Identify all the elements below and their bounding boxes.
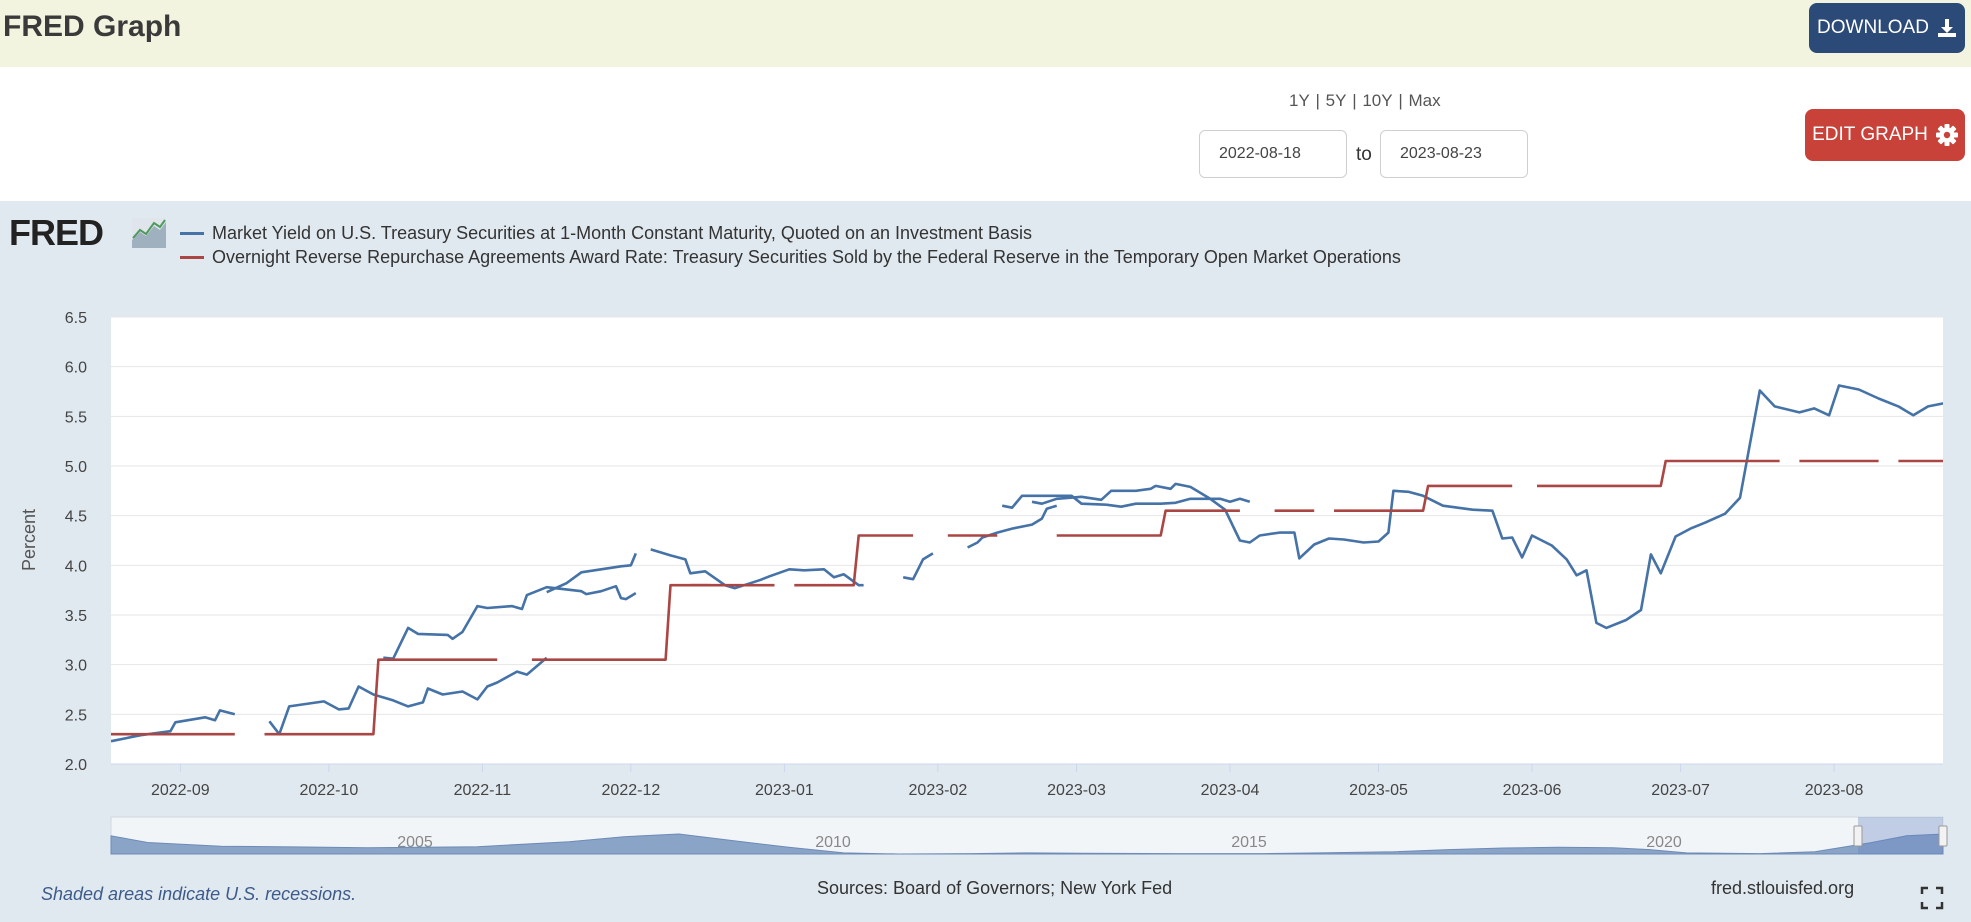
- treasury-series-line: [902, 552, 934, 581]
- y-tick-label: 2.5: [65, 707, 87, 724]
- x-tick-label: 2023-07: [1651, 782, 1710, 799]
- x-tick-label: 2023-04: [1201, 782, 1260, 799]
- navigator-tick-label: 2020: [1646, 834, 1682, 851]
- top-bar: [0, 0, 1971, 67]
- legend-swatch-rrp: [180, 255, 204, 259]
- y-tick-label: 5.0: [65, 459, 87, 476]
- treasury-series-line: [1001, 494, 1251, 510]
- treasury-series-line: [546, 552, 638, 594]
- chart-line-icon: [132, 218, 166, 248]
- y-tick-label: 4.5: [65, 509, 87, 526]
- legend-item-rrp[interactable]: Overnight Reverse Repurchase Agreements …: [180, 245, 1401, 269]
- plot-area: [111, 317, 1943, 764]
- fred-logo[interactable]: FRED: [9, 212, 104, 253]
- y-tick-label: 5.5: [65, 409, 87, 426]
- gear-icon: [1935, 124, 1958, 146]
- sources-text: Sources: Board of Governors; New York Fe…: [817, 878, 1173, 898]
- navigator-tick-label: 2015: [1231, 834, 1267, 851]
- page-title: FRED Graph: [3, 10, 182, 43]
- navigator-area: [110, 833, 1944, 855]
- rrp-series-line: [1334, 484, 1513, 513]
- legend-item-treasury[interactable]: Market Yield on U.S. Treasury Securities…: [180, 221, 1401, 245]
- download-icon: [1937, 19, 1956, 37]
- recession-note: Shaded areas indicate U.S. recessions.: [41, 884, 357, 904]
- navigator-handle: [1938, 825, 1948, 847]
- navigator-handle: [1853, 825, 1863, 847]
- treasury-series-line: [650, 548, 864, 590]
- rrp-series-line: [1537, 459, 1780, 488]
- navigator-tick-label: 2010: [815, 834, 851, 851]
- end-date-input[interactable]: [1380, 130, 1528, 178]
- x-tick-label: 2023-05: [1349, 782, 1408, 799]
- x-tick-label: 2023-01: [755, 782, 814, 799]
- x-tick-label: 2022-12: [602, 782, 661, 799]
- x-tick-label: 2023-08: [1805, 782, 1864, 799]
- legend-label-treasury: Market Yield on U.S. Treasury Securities…: [212, 222, 1033, 243]
- range-5y[interactable]: 5Y: [1325, 91, 1347, 110]
- x-tick-label: 2023-06: [1503, 782, 1562, 799]
- x-tick-label: 2023-02: [909, 782, 968, 799]
- y-tick-label: 6.0: [65, 360, 87, 377]
- y-tick-label: 6.5: [65, 310, 87, 327]
- edit-graph-button[interactable]: EDIT GRAPH: [1805, 109, 1965, 161]
- rrp-series-line: [264, 658, 498, 736]
- rrp-series-line: [1056, 509, 1240, 537]
- x-tick-label: 2022-09: [151, 782, 210, 799]
- navigator-tick-label: 2005: [397, 834, 433, 851]
- range-selector: 1Y | 5Y | 10Y | Max: [1289, 91, 1441, 110]
- legend-swatch-treasury: [180, 231, 204, 235]
- treasury-series-line: [967, 504, 1058, 549]
- x-tick-label: 2022-10: [300, 782, 359, 799]
- y-tick-label: 3.5: [65, 608, 87, 625]
- treasury-series-line: [383, 584, 637, 661]
- y-tick-label: 3.0: [65, 658, 87, 675]
- site-link[interactable]: fred.stlouisfed.org: [1711, 878, 1855, 898]
- x-tick-label: 2022-11: [454, 782, 512, 799]
- start-date-input[interactable]: [1199, 130, 1347, 178]
- range-1y[interactable]: 1Y: [1289, 91, 1310, 110]
- y-axis-label: Percent: [19, 509, 39, 571]
- y-tick-label: 2.0: [65, 757, 87, 774]
- range-max[interactable]: Max: [1408, 91, 1441, 110]
- rrp-series-line: [794, 534, 914, 587]
- chart-legend: Market Yield on U.S. Treasury Securities…: [180, 221, 1401, 269]
- fullscreen-icon[interactable]: [1920, 886, 1944, 910]
- navigator-selection: [1858, 817, 1943, 854]
- edit-graph-label: EDIT GRAPH: [1812, 124, 1928, 145]
- range-10y[interactable]: 10Y: [1362, 91, 1393, 110]
- download-button[interactable]: DOWNLOAD: [1809, 3, 1965, 53]
- treasury-series-line: [1031, 384, 1943, 630]
- to-label: to: [1356, 144, 1372, 165]
- legend-label-rrp: Overnight Reverse Repurchase Agreements …: [212, 246, 1401, 267]
- download-label: DOWNLOAD: [1817, 17, 1929, 38]
- y-tick-label: 4.0: [65, 558, 87, 575]
- x-tick-label: 2023-03: [1047, 782, 1106, 799]
- treasury-series-line: [268, 656, 548, 736]
